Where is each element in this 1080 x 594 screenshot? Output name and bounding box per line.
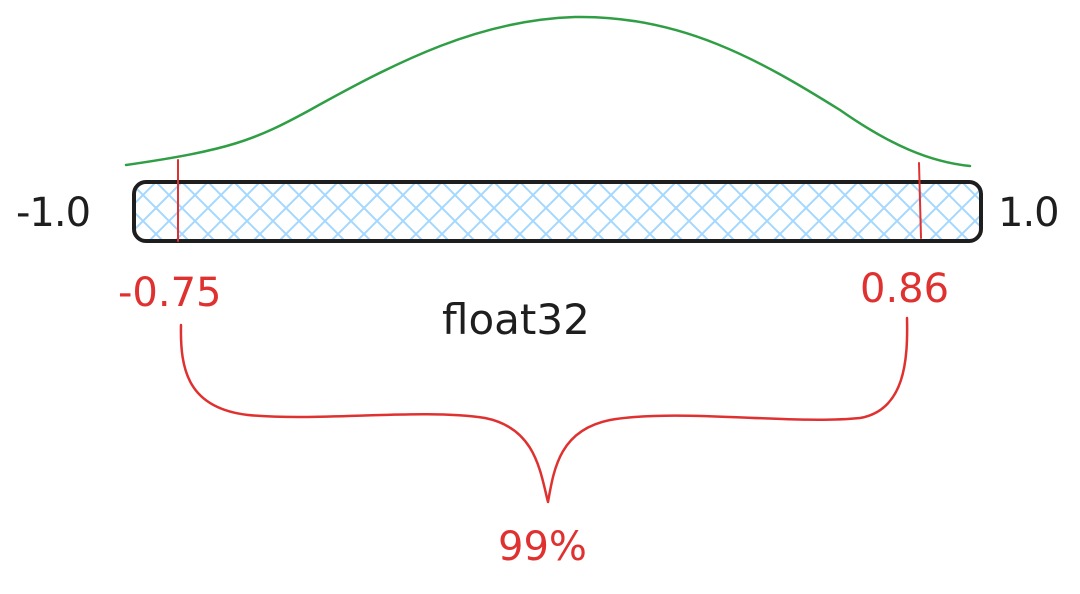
range-bar bbox=[132, 180, 983, 243]
clip-max-label: 0.86 bbox=[860, 266, 949, 312]
clip-min-label: -0.75 bbox=[118, 270, 222, 316]
dtype-caption: float32 bbox=[442, 295, 590, 344]
range-max-label: 1.0 bbox=[998, 190, 1059, 236]
coverage-label: 99% bbox=[498, 524, 587, 570]
range-bar-fill bbox=[136, 183, 980, 241]
clip-max-marker bbox=[918, 162, 922, 239]
coverage-brace bbox=[179, 316, 909, 504]
distribution-curve bbox=[124, 15, 972, 168]
range-min-label: -1.0 bbox=[16, 190, 90, 236]
